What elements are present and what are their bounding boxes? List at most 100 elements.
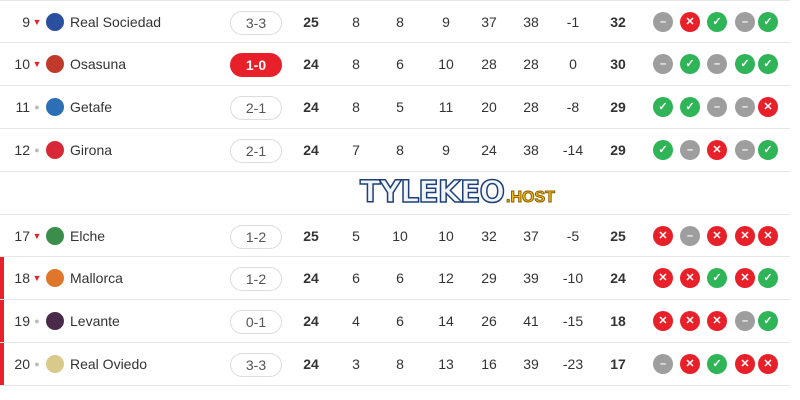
form-draw-icon[interactable]: – [735,140,755,160]
stat-ga: 38 [523,142,539,158]
table-row[interactable]: 20 ● Real Oviedo 3-3 24 3 8 13 16 39 -23 17– ✕ ✓ ✕ ✕ [0,343,790,386]
form-loss-icon[interactable]: ✕ [735,226,755,246]
table-row[interactable]: 17 ▼ Elche 1-2 25 5 10 10 32 37 -5 25 ✕ – ✕ ✕ ✕ [0,214,790,257]
form-win-icon[interactable]: ✓ [758,268,778,288]
team-logo-icon [46,141,64,159]
position: 18 [14,270,30,286]
arrow-down-icon: ▼ [32,273,42,283]
stat-l: 12 [438,270,454,286]
stat-ga: 28 [523,99,539,115]
team-name[interactable]: Getafe [70,99,113,115]
stat-gf: 28 [481,56,497,72]
form-loss-icon[interactable]: ✕ [758,97,778,117]
form-win-icon[interactable]: ✓ [680,54,700,74]
stat-pts: 29 [610,99,626,115]
stat-p: 24 [303,313,319,329]
team-name[interactable]: Elche [70,228,106,244]
team-name[interactable]: Real Sociedad [70,14,162,30]
table-row[interactable]: 12 ● Girona 2-1 24 7 8 9 24 38 -14 29 ✓ – ✕ – ✓ [0,129,790,172]
form-loss-icon[interactable]: ✕ [680,354,700,374]
form-win-icon[interactable]: ✓ [653,140,673,160]
form-win-icon[interactable]: ✓ [758,54,778,74]
match-score[interactable]: 1-0 [230,53,282,77]
team-name[interactable]: Osasuna [70,56,127,72]
team-name[interactable]: Mallorca [70,270,123,286]
form-win-icon[interactable]: ✓ [707,268,727,288]
table-row[interactable]: 11 ● Getafe 2-1 24 8 5 11 20 28 -8 29 ✓ ✓ – – ✕ [0,86,790,129]
stat-gd: -10 [562,270,584,286]
team-name[interactable]: Real Oviedo [70,356,148,372]
watermark-logo: TYLEKEO .HOST [359,175,555,212]
table-row[interactable]: 18 ▼ Mallorca 1-2 24 6 6 12 29 39 -10 24 ✕ ✕ ✓ ✕ ✓ [0,257,790,300]
form-win-icon[interactable]: ✓ [758,311,778,331]
form-win-icon[interactable]: ✓ [653,97,673,117]
form-win-icon[interactable]: ✓ [680,97,700,117]
stat-l: 11 [438,99,454,115]
stat-gf: 32 [481,228,497,244]
match-score[interactable]: 0-1 [230,310,282,334]
relegation-marker [0,257,4,299]
stat-p: 24 [303,99,319,115]
form-draw-icon[interactable]: – [735,311,755,331]
form-win-icon[interactable]: ✓ [735,54,755,74]
table-row[interactable]: 19 ● Levante 0-1 24 4 6 14 26 41 -15 18 ✕ ✕ ✕ – ✓ [0,300,790,343]
dot-icon: ● [34,316,40,326]
form-loss-icon[interactable]: ✕ [707,311,727,331]
form-loss-icon[interactable]: ✕ [735,268,755,288]
form-draw-icon[interactable]: – [707,97,727,117]
form-loss-icon[interactable]: ✕ [758,226,778,246]
form-draw-icon[interactable]: – [653,354,673,374]
form-draw-icon[interactable]: – [735,12,755,32]
form-win-icon[interactable]: ✓ [758,140,778,160]
stat-d: 6 [396,56,404,72]
match-score[interactable]: 1-2 [230,225,282,249]
form-loss-icon[interactable]: ✕ [653,311,673,331]
stat-ga: 41 [523,313,539,329]
position: 19 [14,313,30,329]
form-draw-icon[interactable]: – [653,12,673,32]
stat-l: 10 [438,56,454,72]
match-score[interactable]: 2-1 [230,96,282,120]
table-row[interactable]: 9 ▼ Real Sociedad 3-3 25 8 8 9 37 38 -1 32– ✕ ✓ – ✓ [0,0,790,43]
match-score[interactable]: 1-2 [230,267,282,291]
match-score[interactable]: 3-3 [230,353,282,377]
match-score[interactable]: 3-3 [230,11,282,35]
form-draw-icon[interactable]: – [707,54,727,74]
stat-d: 8 [396,14,404,30]
stat-gd: -8 [566,99,580,115]
team-logo-icon [46,227,64,245]
form-draw-icon[interactable]: – [735,97,755,117]
team-name[interactable]: Girona [70,142,113,158]
form-loss-icon[interactable]: ✕ [707,226,727,246]
form-draw-icon[interactable]: – [653,54,673,74]
form-loss-icon[interactable]: ✕ [653,226,673,246]
form-loss-icon[interactable]: ✕ [680,311,700,331]
team-name[interactable]: Levante [70,313,120,329]
form-win-icon[interactable]: ✓ [707,354,727,374]
form-loss-icon[interactable]: ✕ [758,354,778,374]
stat-gd: -14 [562,142,584,158]
table-row[interactable]: 10 ▼ Osasuna 1-0 24 8 6 10 28 28 0 30– ✓ – ✓ ✓ [0,43,790,86]
form-draw-icon[interactable]: – [680,140,700,160]
stat-d: 10 [392,228,408,244]
arrow-down-icon: ▼ [32,231,42,241]
form-win-icon[interactable]: ✓ [707,12,727,32]
stat-gf: 29 [481,270,497,286]
stat-l: 10 [438,228,454,244]
match-score[interactable]: 2-1 [230,139,282,163]
stat-l: 14 [438,313,454,329]
team-logo-icon [46,13,64,31]
stat-pts: 32 [610,14,626,30]
stat-d: 8 [396,142,404,158]
stat-p: 25 [303,14,319,30]
stat-w: 8 [352,56,360,72]
form-loss-icon[interactable]: ✕ [653,268,673,288]
form-loss-icon[interactable]: ✕ [680,268,700,288]
position: 17 [14,228,30,244]
form-loss-icon[interactable]: ✕ [680,12,700,32]
form-loss-icon[interactable]: ✕ [735,354,755,374]
stat-d: 5 [396,99,404,115]
form-win-icon[interactable]: ✓ [758,12,778,32]
form-loss-icon[interactable]: ✕ [707,140,727,160]
form-draw-icon[interactable]: – [680,226,700,246]
